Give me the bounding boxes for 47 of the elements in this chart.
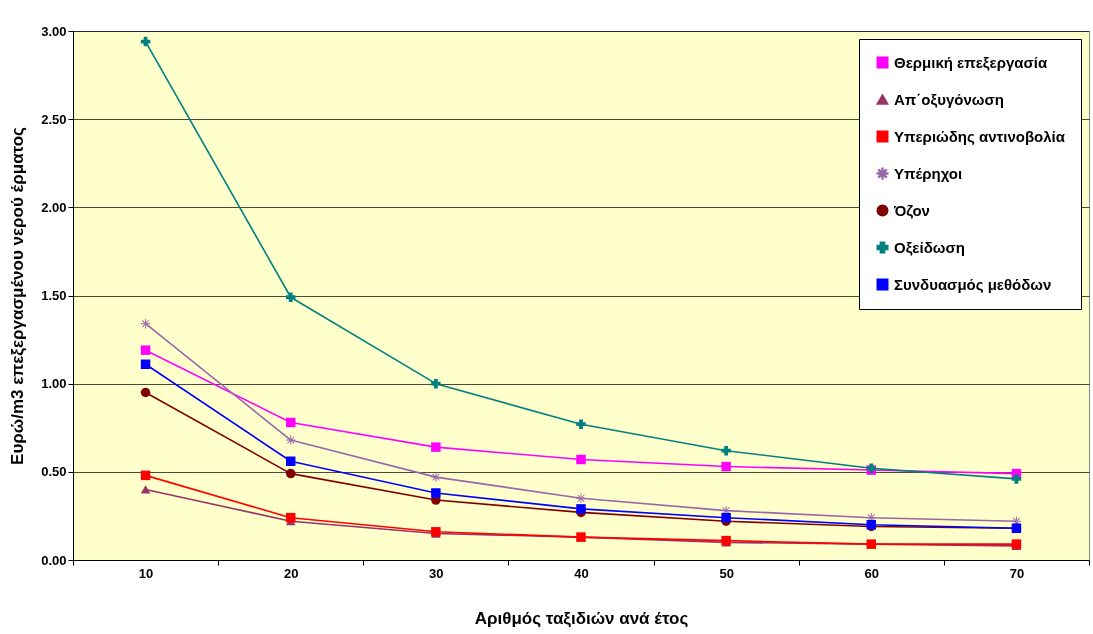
point — [285, 512, 296, 523]
y-tick-label: 1.50 — [41, 288, 67, 303]
x-tick-label: 10 — [138, 565, 154, 581]
legend-label: Όζον — [893, 201, 930, 219]
point — [140, 359, 151, 370]
point — [285, 417, 296, 428]
point — [140, 318, 151, 329]
point — [285, 292, 296, 303]
point — [576, 504, 586, 514]
point — [285, 456, 296, 466]
point — [431, 488, 441, 498]
y-tick-label: 0.00 — [41, 552, 67, 568]
x-tick-label: 60 — [864, 565, 880, 581]
x-axis-title: Αριθμός ταξιδιών ανά έτος — [474, 608, 689, 628]
point — [140, 345, 151, 355]
point — [140, 470, 151, 481]
legend-label: Υπέρηχοι — [894, 164, 963, 182]
legend-label: Οξείδωση — [894, 238, 965, 256]
x-tick-label: 40 — [574, 565, 589, 581]
legend-label: Συνδυασμός μεθόδων — [894, 275, 1052, 293]
point — [721, 461, 731, 472]
point — [431, 378, 441, 389]
y-tick-label: 0.50 — [41, 464, 67, 480]
point — [576, 454, 586, 465]
point — [140, 387, 151, 398]
x-tick-label: 20 — [283, 565, 299, 581]
point — [721, 445, 731, 456]
point — [1011, 474, 1022, 484]
point — [576, 419, 586, 429]
y-tick-label: 3.00 — [41, 23, 67, 39]
point — [576, 493, 586, 504]
x-tick-label: 70 — [1009, 565, 1025, 581]
x-tick-label: 30 — [429, 565, 444, 581]
y-tick-label: 2.00 — [41, 199, 67, 215]
point — [285, 435, 296, 445]
point — [140, 485, 151, 494]
legend-label: Υπεριώδης αντινοβολία — [894, 127, 1066, 145]
legend-label: Θερμική επεξεργασία — [894, 53, 1048, 71]
legend-label: Απ΄οξυγόνωση — [894, 90, 1004, 108]
point — [431, 442, 441, 452]
point — [431, 472, 441, 482]
point — [721, 512, 731, 523]
y-tick-label: 2.50 — [41, 111, 67, 127]
y-axis-title: Ευρώ/m3 επεξεργασμένου νερού έρματος — [8, 126, 28, 465]
y-tick-label: 1.00 — [41, 376, 67, 392]
point — [285, 468, 296, 479]
x-tick-label: 50 — [719, 565, 734, 581]
